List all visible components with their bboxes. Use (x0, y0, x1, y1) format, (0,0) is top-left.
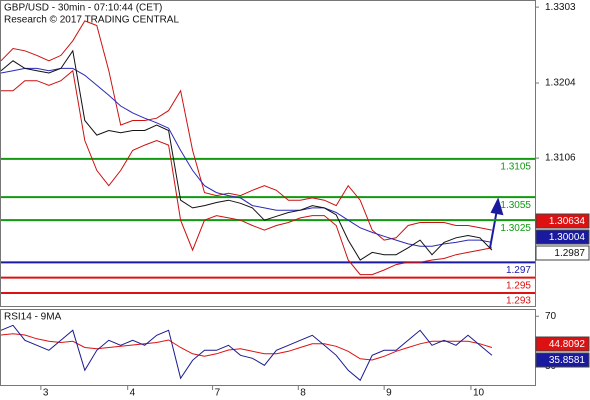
x-tick-label: 8 (300, 388, 306, 399)
value-box-label: 1.2987 (554, 248, 585, 259)
x-tick-label: 4 (130, 388, 136, 399)
x-tick-label: 3 (43, 388, 49, 399)
value-box (535, 213, 590, 229)
y-tick-label: 1.3204 (545, 78, 576, 89)
series-line (0, 333, 493, 361)
rsi-panel (0, 309, 536, 386)
value-box-label: 35.8581 (549, 355, 586, 366)
series-line (1, 69, 492, 276)
value-box (535, 352, 590, 368)
level-label: 1.297 (506, 265, 531, 276)
level-label: 1.293 (506, 296, 531, 307)
value-box (535, 245, 590, 261)
level-label: 1.3025 (500, 223, 531, 234)
value-box-label: 1.30634 (549, 216, 586, 227)
series-line (0, 324, 493, 382)
rsi-title: RSI14 - 9MA (4, 312, 62, 323)
x-tick-label: 9 (386, 388, 392, 399)
chart-subtitle: Research © 2017 TRADING CENTRAL (4, 15, 179, 26)
y-tick-label: 1.3106 (545, 153, 576, 164)
series-line (0, 49, 493, 261)
x-tick-label: 10 (473, 388, 485, 399)
y-tick-label: 1.3303 (545, 2, 576, 13)
level-label: 1.3055 (500, 200, 531, 211)
series-line (0, 20, 492, 241)
series-line (0, 67, 492, 247)
value-box (535, 229, 590, 245)
value-box-label: 44.8092 (549, 339, 586, 350)
x-tick-label: 7 (215, 388, 221, 399)
price-panel (0, 0, 536, 307)
value-box-label: 1.30004 (549, 232, 586, 243)
level-label: 1.3105 (500, 162, 531, 173)
y-tick-label: 70 (545, 311, 557, 322)
forecast-arrow (489, 197, 504, 249)
level-label: 1.295 (506, 280, 531, 291)
chart-title: GBP/USD - 30min - 07:10:44 (CET) (4, 3, 162, 14)
value-box (535, 336, 590, 352)
